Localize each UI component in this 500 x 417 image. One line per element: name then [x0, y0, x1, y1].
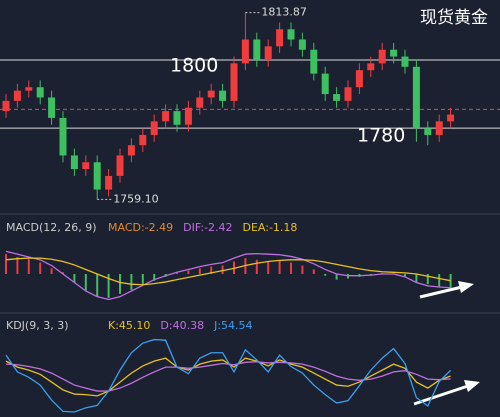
candle-body [264, 46, 272, 60]
candle-body [321, 73, 329, 95]
candle-body [390, 49, 398, 57]
candle-body [70, 155, 78, 170]
line [5, 257, 451, 286]
candle-body [184, 107, 192, 125]
candle-body [207, 90, 215, 98]
candle-body [287, 29, 295, 40]
candle-body [333, 94, 341, 101]
candle-body [150, 121, 158, 135]
candle-body [196, 97, 204, 108]
legend-entry: DIF:-2.42 [183, 221, 232, 234]
legend-entry: D:40.38 [160, 319, 204, 332]
candle-body [2, 100, 10, 112]
candle-body [253, 39, 261, 60]
level-label: 1800 [170, 54, 218, 76]
legend-entry: MACD:-2.49 [108, 221, 173, 234]
candle-body [344, 87, 352, 101]
candle-body [447, 114, 455, 122]
panel-title: MACD(12, 26, 9) [6, 221, 97, 234]
candle-body [298, 39, 306, 50]
candle-body [139, 134, 147, 146]
candle-body [116, 155, 124, 176]
candle-body [93, 162, 101, 190]
candle-body [401, 56, 409, 67]
chart-title: 现货黄金 [420, 8, 488, 28]
candle-body [378, 49, 386, 64]
candle-body [424, 128, 432, 135]
legend-entry: J:54.54 [213, 319, 252, 332]
candle-body [355, 70, 363, 88]
legend-entry: K:45.10 [108, 319, 150, 332]
candle-body [13, 90, 21, 101]
level-label: 1780 [357, 125, 405, 147]
candle-body [25, 87, 33, 91]
candle-body [367, 63, 375, 71]
legend-entry: DEA:-1.18 [243, 221, 298, 234]
candle-body [59, 117, 67, 156]
line [5, 338, 452, 413]
candle-body [36, 87, 44, 98]
line [5, 250, 451, 301]
candle-body [241, 39, 249, 64]
candle-body [219, 90, 227, 101]
line [5, 361, 451, 392]
annotation: 1813.87 [261, 6, 307, 19]
candle-body [162, 111, 170, 122]
candle-body [173, 111, 181, 125]
candle-body [105, 175, 113, 190]
candle-body [276, 29, 284, 47]
panel-title: KDJ(9, 3, 3) [6, 319, 69, 332]
annotation: 1759.10 [113, 192, 159, 205]
candle-body [82, 162, 90, 170]
arrow [419, 281, 474, 299]
arrow [413, 380, 480, 406]
candle-body [412, 66, 420, 129]
candle-body [230, 63, 238, 101]
candle-body [127, 145, 135, 156]
candle-body [48, 97, 56, 118]
candle-body [435, 121, 443, 135]
candle-body [310, 49, 318, 74]
